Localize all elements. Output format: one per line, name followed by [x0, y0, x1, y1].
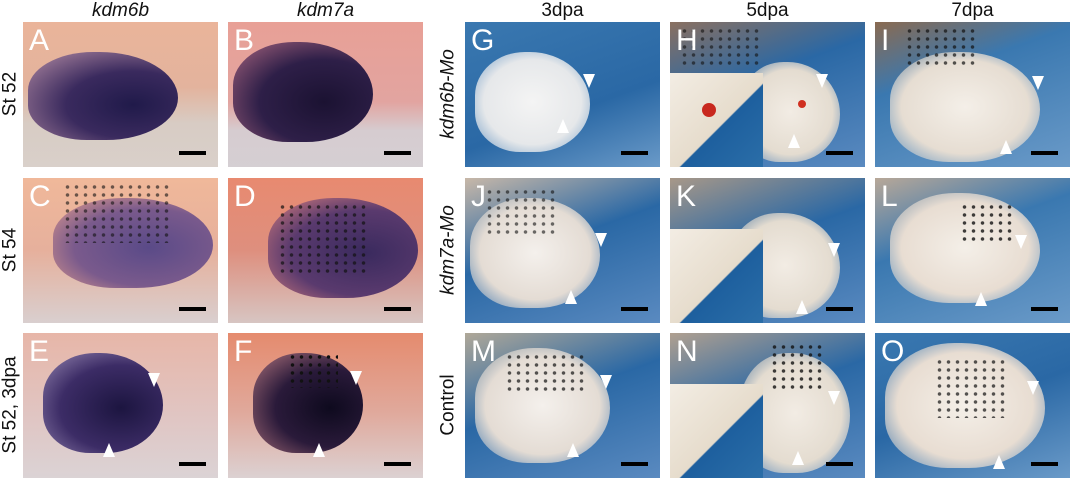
panel-label: J: [471, 180, 486, 213]
scale-bar: [621, 151, 648, 155]
panel-d: D: [228, 178, 423, 323]
arrowhead: [103, 443, 115, 457]
panel-o: O: [875, 333, 1070, 478]
panel-f: F: [228, 333, 423, 478]
scale-bar: [179, 462, 206, 466]
arrowhead: [1027, 381, 1039, 395]
arrowhead: [313, 443, 325, 457]
panel-label: B: [234, 24, 255, 57]
scale-bar: [1031, 151, 1058, 155]
column-header-7dpa: 7dpa: [951, 0, 994, 21]
inset: [670, 73, 763, 167]
panel-g: G: [465, 22, 660, 167]
row-label-st52: St 52: [0, 71, 21, 117]
arrowhead: [1032, 76, 1044, 90]
arrowhead: [600, 375, 612, 389]
row-label-st52-3dpa: St 52, 3dpa: [0, 356, 21, 454]
scale-bar: [384, 462, 411, 466]
row-label-st54: St 54: [0, 227, 21, 273]
panel-label: L: [881, 180, 898, 213]
scale-bar: [1031, 307, 1058, 311]
scale-bar: [179, 307, 206, 311]
scale-bar: [621, 462, 648, 466]
panel-label: A: [29, 24, 50, 57]
row-label-kdm6b-mo: kdm6b-Mo: [437, 49, 459, 139]
arrowhead: [350, 371, 362, 385]
panel-label: D: [234, 180, 256, 213]
arrowhead: [567, 443, 579, 457]
arrowhead: [816, 74, 828, 88]
panel-m: M: [465, 333, 660, 478]
scale-bar: [826, 462, 853, 466]
inset: [670, 229, 763, 323]
column-header-5dpa: 5dpa: [746, 0, 789, 21]
arrowhead: [565, 290, 577, 304]
scale-bar: [826, 151, 853, 155]
arrowhead: [557, 119, 569, 133]
scale-bar: [179, 151, 206, 155]
panel-b: B: [228, 22, 423, 167]
arrowhead: [993, 455, 1005, 469]
scale-bar: [384, 151, 411, 155]
scale-bar: [384, 307, 411, 311]
scale-bar: [1031, 462, 1058, 466]
panel-label: C: [29, 180, 51, 213]
arrowhead: [975, 292, 987, 306]
panel-label: E: [29, 335, 50, 368]
panel-a: A: [23, 22, 218, 167]
column-header-kdm6b: kdm6b: [91, 0, 150, 21]
arrowhead: [788, 134, 800, 148]
row-label-control: Control: [437, 374, 459, 436]
row-label-kdm7a-mo: kdm7a-Mo: [437, 205, 459, 295]
arrowhead: [828, 243, 840, 257]
panel-e: E: [23, 333, 218, 478]
panel-k: K: [670, 178, 865, 323]
panel-label: I: [881, 24, 890, 57]
arrowhead: [828, 391, 840, 405]
panel-label: N: [676, 335, 698, 368]
panel-i: I: [875, 22, 1070, 167]
arrowhead: [595, 233, 607, 247]
panel-label: F: [234, 335, 253, 368]
arrowhead: [792, 451, 804, 465]
panel-label: O: [881, 335, 905, 368]
arrowhead: [796, 300, 808, 314]
panel-h: H: [670, 22, 865, 167]
panel-label: M: [471, 335, 496, 368]
panel-l: L: [875, 178, 1070, 323]
panel-c: C: [23, 178, 218, 323]
panel-label: K: [676, 180, 697, 213]
arrowhead: [1000, 140, 1012, 154]
column-header-kdm7a: kdm7a: [296, 0, 355, 21]
panel-n: N: [670, 333, 865, 478]
panel-j: J: [465, 178, 660, 323]
panel-label: H: [676, 24, 698, 57]
scale-bar: [826, 307, 853, 311]
panel-label: G: [471, 24, 495, 57]
arrowhead: [1015, 235, 1027, 249]
column-header-3dpa: 3dpa: [541, 0, 584, 21]
scale-bar: [621, 307, 648, 311]
arrowhead: [148, 373, 160, 387]
inset: [670, 384, 763, 478]
arrowhead: [583, 74, 595, 88]
